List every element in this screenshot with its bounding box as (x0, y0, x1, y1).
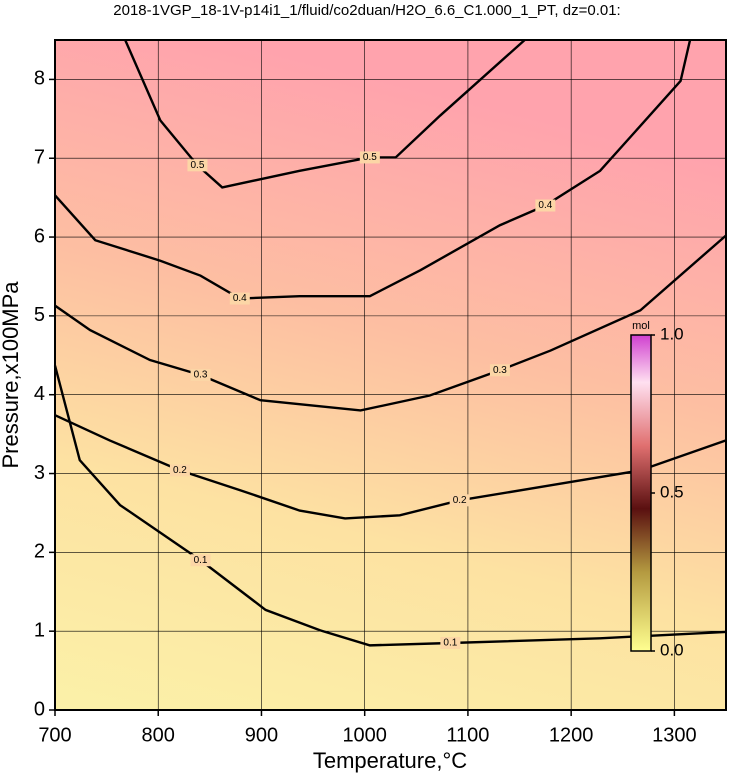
contour-label-bg (190, 369, 211, 381)
y-tick-label: 7 (34, 147, 45, 169)
y-tick-label: 5 (34, 304, 45, 326)
y-tick-label: 6 (34, 225, 45, 247)
y-tick-label: 8 (34, 68, 45, 90)
contour-label: 0.3 (493, 365, 507, 376)
contour-label: 0.4 (538, 200, 552, 211)
colorbar-tick-label: 1.0 (660, 324, 684, 343)
x-tick-label: 700 (38, 724, 71, 746)
contour-label-bg (229, 292, 250, 305)
y-axis-label: Pressure,x100MPa (0, 281, 23, 469)
x-tick-label: 1200 (549, 724, 594, 746)
contour-label-bg (489, 364, 510, 377)
y-tick-label: 3 (34, 462, 45, 484)
contour-label-bg (440, 637, 461, 649)
colorbar-tick-label: 0.0 (660, 640, 684, 659)
contour-label: 0.5 (191, 160, 205, 171)
contour-label: 0.1 (443, 638, 457, 649)
plot-background (55, 40, 726, 710)
x-tick-label: 900 (245, 724, 278, 746)
x-tick-label: 800 (142, 724, 175, 746)
x-tick-label: 1100 (446, 724, 489, 746)
colorbar-tick-label: 0.5 (660, 482, 684, 501)
colorbar (630, 334, 652, 652)
y-tick-label: 0 (34, 698, 45, 720)
contour-label: 0.4 (233, 293, 247, 304)
contour-label: 0.2 (453, 495, 467, 506)
x-axis-label: Temperature,°C (313, 748, 467, 773)
contour-label-bg (449, 494, 470, 507)
contour-label: 0.3 (194, 370, 208, 381)
colorbar-label: mol (632, 320, 650, 332)
contour-label-bg (190, 554, 211, 567)
chart-title: 2018-1VGP_18-1V-p14i1_1/fluid/co2duan/H2… (113, 2, 620, 19)
contour-label: 0.5 (363, 152, 377, 163)
y-tick-label: 2 (34, 541, 45, 563)
contour-line (124, 39, 526, 189)
contour-label: 0.1 (194, 555, 208, 566)
contour-line (54, 234, 727, 412)
plot-frame (54, 39, 727, 711)
contour-label-bg (169, 464, 190, 477)
contour-line (53, 365, 727, 647)
x-tick-label: 1000 (342, 724, 387, 746)
contour-line (54, 40, 692, 300)
y-tick-label: 4 (34, 383, 45, 405)
contour-label-bg (535, 199, 556, 212)
y-tick-label: 1 (34, 619, 45, 641)
contour-label-bg (359, 151, 380, 164)
contour-line (54, 414, 727, 520)
x-tick-label: 1300 (652, 724, 697, 746)
contour-label-bg (187, 159, 208, 172)
contour-label: 0.2 (173, 465, 187, 476)
